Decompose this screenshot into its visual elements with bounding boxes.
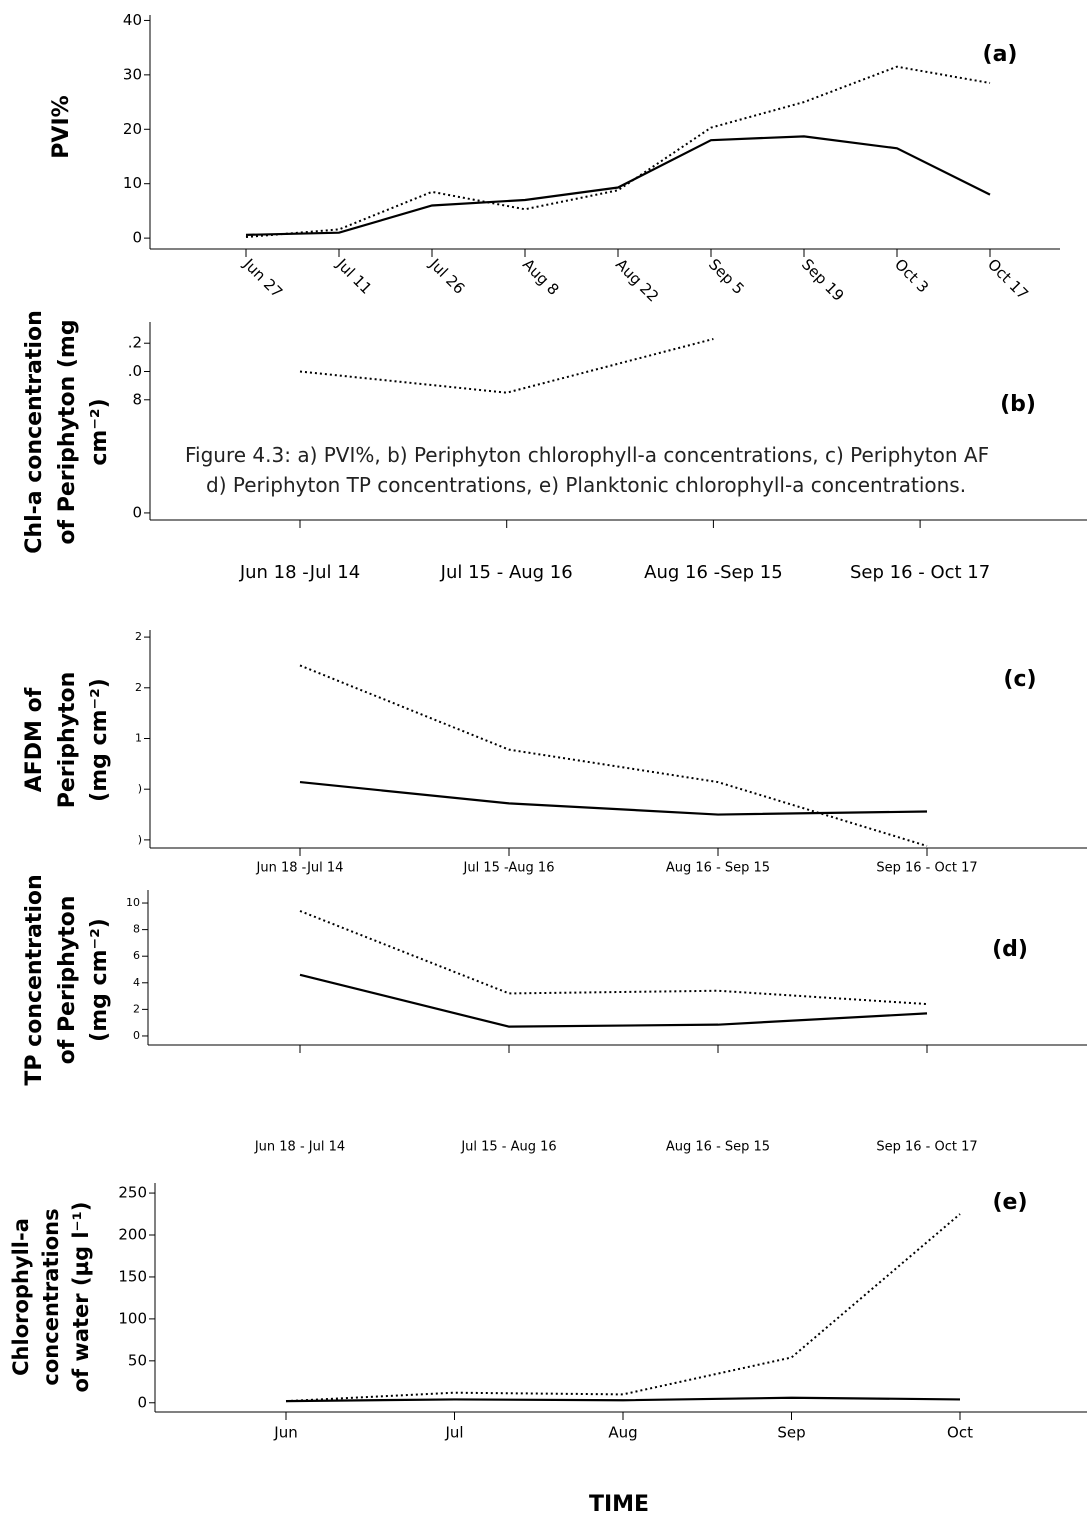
x-tick-label: Jun 27 [239,255,286,302]
x-tick-label: Jun 18 -Jul 14 [239,562,360,583]
panel-label: (b) [1000,392,1036,417]
y-tick-label: 0 [133,1029,140,1042]
y-tick-label: ) [138,782,142,795]
y-axis-title: of Periphyton [55,896,80,1065]
x-tick-label: Oct 3 [891,255,932,296]
x-tick-label: Jun [273,1424,297,1442]
data-line [285,1396,961,1403]
y-axis-title: of water (µg l⁻¹) [69,1202,93,1393]
y-tick-label: 10 [123,174,142,192]
y-tick-label: .2 [128,334,142,352]
y-tick-label: 150 [118,1267,147,1285]
y-axis-title: cm⁻²) [87,398,112,465]
x-tick-label: Aug 16 - Sep 15 [666,861,770,876]
y-axis-title: Periphyton [55,672,80,808]
x-tick-label: Aug 22 [612,255,662,305]
y-axis-title: of Periphyton (mg [55,319,80,544]
panel-label: (e) [992,1190,1027,1215]
panel-label: (c) [1003,667,1036,692]
y-tick-label: 0 [137,1393,147,1411]
x-tick-label: Sep 16 - Oct 17 [850,562,990,583]
x-tick-label: Jul 15 -Aug 16 [463,861,555,876]
y-axis-title: (mg cm⁻²) [87,918,112,1042]
caption-line: Figure 4.3: a) PVI%, b) Periphyton chlor… [185,443,990,467]
y-tick-label: 100 [118,1309,147,1327]
caption-line: d) Periphyton TP concentrations, e) Plan… [206,473,967,497]
x-tick-label: Aug 16 - Sep 15 [666,1140,770,1155]
data-line [299,910,928,1006]
y-tick-label: 2 [135,681,142,694]
y-axis-title: concentrations [39,1208,63,1385]
y-axis-title: AFDM of [22,687,47,792]
y-tick-label: 30 [123,65,142,83]
x-tick-label: Sep [777,1424,805,1442]
data-line [285,1213,961,1403]
x-tick-label: Jun 18 -Jul 14 [256,861,344,876]
x-tick-label: Jul 15 - Aug 16 [440,562,573,583]
data-line [299,664,928,847]
data-line [299,973,928,1028]
x-tick-label: Jul 11 [332,255,375,298]
y-axis-title: Chl-a concentration [22,310,47,553]
x-tick-label: Aug 16 -Sep 15 [644,562,783,583]
y-tick-label: 0 [132,229,142,247]
caption: Figure 4.3: a) PVI%, b) Periphyton chlor… [180,440,1089,500]
x-tick-label: Aug 8 [519,255,563,299]
x-tick-label: Oct 17 [984,255,1032,303]
data-line [299,780,928,816]
x-tick-label: Oct [947,1424,973,1442]
y-tick-label: 250 [118,1184,147,1202]
x-tick-label: Jul 26 [425,255,468,298]
y-tick-label: 8 [133,923,140,936]
y-tick-label: 1 [135,731,142,744]
y-tick-label: 20 [123,120,142,138]
x-tick-label: Aug [608,1424,637,1442]
x-tick-label: Sep 16 - Oct 17 [876,861,977,876]
data-line [299,338,714,394]
y-tick-label: 2 [133,1002,140,1015]
x-tick-label: Sep 19 [798,255,848,305]
y-tick-label: 50 [128,1351,147,1369]
y-axis-title: (mg cm⁻²) [87,678,112,802]
x-axis-title: TIME [589,1492,649,1517]
y-tick-label: 4 [133,976,140,989]
y-tick-label: 200 [118,1226,147,1244]
y-tick-label: 0 [132,503,142,521]
y-axis-title: PVI% [49,95,74,158]
x-tick-label: Jul [444,1424,463,1442]
x-tick-label: Sep 5 [705,255,748,298]
x-tick-label: Jul 15 - Aug 16 [460,1140,556,1155]
y-axis-title: Chlorophyll-a [9,1218,33,1376]
y-tick-label: .0 [128,362,142,380]
y-tick-label: 40 [123,11,142,29]
panel-label: (d) [992,937,1028,962]
y-tick-label: ) [138,833,142,846]
x-tick-label: Jun 18 - Jul 14 [254,1140,345,1155]
y-tick-label: 8 [132,390,142,408]
y-tick-label: 2 [135,630,142,643]
data-line [245,65,991,239]
y-tick-label: 10 [126,896,140,909]
panel-label: (a) [983,42,1018,67]
data-line [245,135,991,236]
y-axis-title: TP concentration [22,874,47,1085]
y-tick-label: 6 [133,949,140,962]
x-tick-label: Sep 16 - Oct 17 [876,1140,977,1155]
